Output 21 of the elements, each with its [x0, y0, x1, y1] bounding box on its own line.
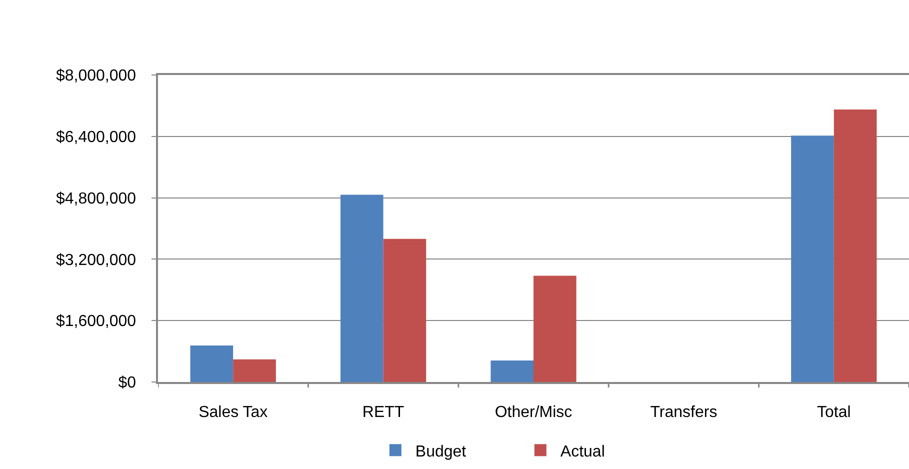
- y-tick-label: $6,400,000: [56, 129, 136, 146]
- bar: [791, 136, 834, 382]
- x-tick-label: Other/Misc: [494, 404, 572, 421]
- x-tick-label: Transfers: [650, 404, 718, 421]
- legend-label: Budget: [415, 443, 467, 460]
- bar: [534, 276, 576, 382]
- y-tick-label: $1,600,000: [56, 313, 136, 330]
- y-tick-label: $8,000,000: [56, 68, 136, 85]
- legend-label: Actual: [560, 443, 605, 460]
- x-tick-label: Total: [817, 404, 851, 421]
- bar: [383, 238, 426, 382]
- y-tick-label: $4,800,000: [56, 190, 136, 208]
- y-tick-label: $3,200,000: [56, 252, 136, 269]
- bar: [233, 359, 276, 382]
- bar: [490, 360, 534, 382]
- bar: [834, 110, 877, 382]
- bar: [340, 194, 384, 382]
- x-tick-label: Sales Tax: [198, 404, 268, 421]
- x-tick-label: RETT: [362, 404, 404, 421]
- y-tick-label: $0: [118, 374, 136, 392]
- bar: [190, 346, 234, 382]
